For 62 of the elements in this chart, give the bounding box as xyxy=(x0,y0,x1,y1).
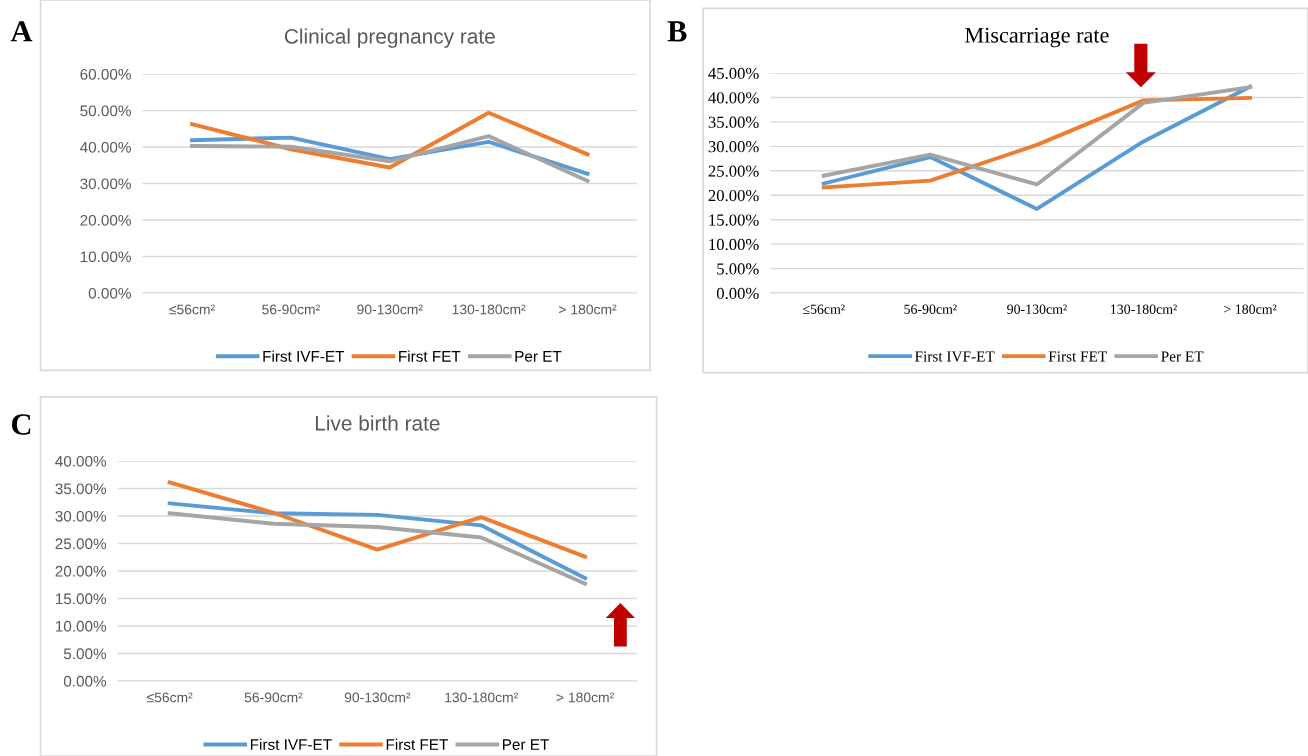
legend-label: First IVF-ET xyxy=(250,738,332,750)
x-tick-label: > 180cm² xyxy=(1224,304,1277,314)
y-tick-label: 5.00% xyxy=(63,648,107,660)
legend-label: Per ET xyxy=(1161,351,1204,362)
x-tick-label: ≤56cm² xyxy=(802,304,845,314)
text: B xyxy=(667,21,687,42)
y-tick-label: 15.00% xyxy=(709,214,759,226)
y-tick-label: 40.00% xyxy=(55,455,107,467)
legend-label: First FET xyxy=(386,738,448,750)
y-tick-label: 30.00% xyxy=(708,141,759,153)
text: A xyxy=(10,21,33,42)
x-tick-label: ≤56cm² xyxy=(169,304,215,315)
y-tick-label: 10.00% xyxy=(80,251,131,263)
y-tick-label: 20.00% xyxy=(708,189,759,202)
line-series xyxy=(821,84,1253,211)
line-series xyxy=(167,511,588,586)
line-series xyxy=(190,134,590,183)
x-tick-label: 130-180cm² xyxy=(452,304,526,315)
y-tick-label: 40.00% xyxy=(708,92,759,104)
y-tick-label: 5.00% xyxy=(717,263,759,275)
legend-label: First FET xyxy=(1048,351,1107,362)
chart-title: Miscarriage rate xyxy=(965,27,1109,48)
y-tick-label: 40.00% xyxy=(80,141,131,153)
x-tick-label: ≤56cm² xyxy=(146,692,193,703)
y-tick-label: 30.00% xyxy=(80,178,131,190)
x-tick-label: 90-130cm² xyxy=(1007,304,1067,314)
y-tick-label: 25.00% xyxy=(708,165,759,177)
text: C xyxy=(11,414,31,435)
y-tick-label: 0.00% xyxy=(716,287,759,300)
y-tick-label: 15.00% xyxy=(55,593,107,605)
line-series xyxy=(167,501,588,581)
y-tick-label: 20.00% xyxy=(55,565,107,577)
y-tick-label: 45.00% xyxy=(708,67,759,80)
y-tick-label: 0.00% xyxy=(63,675,107,687)
line-series xyxy=(190,110,590,170)
x-tick-label: 130-180cm² xyxy=(445,692,519,703)
y-tick-label: 30.00% xyxy=(55,510,107,522)
x-tick-label: > 180cm² xyxy=(556,692,614,703)
x-tick-label: 56-90cm² xyxy=(262,304,320,315)
y-tick-label: 35.00% xyxy=(708,116,759,128)
y-tick-label: 10.00% xyxy=(709,238,759,251)
chart-title: Clinical pregnancy rate xyxy=(284,28,495,48)
line-series xyxy=(167,480,588,559)
x-tick-label: 90-130cm² xyxy=(357,304,423,315)
legend-label: First IVF-ET xyxy=(915,351,995,362)
y-tick-label: 35.00% xyxy=(55,483,107,495)
x-tick-label: > 180cm² xyxy=(559,304,617,315)
y-tick-label: 60.00% xyxy=(80,68,131,80)
legend-label: First FET xyxy=(399,350,461,362)
y-tick-label: 10.00% xyxy=(55,620,107,632)
legend-label: First IVF-ET xyxy=(263,350,345,362)
x-tick-label: 130-180cm² xyxy=(1111,304,1177,314)
y-tick-label: 20.00% xyxy=(80,214,131,226)
y-tick-label: 25.00% xyxy=(55,538,107,550)
y-tick-label: 50.00% xyxy=(80,105,131,117)
y-tick-label: 0.00% xyxy=(88,287,131,299)
x-tick-label: 90-130cm² xyxy=(344,692,411,703)
x-tick-label: 56-90cm² xyxy=(244,692,303,703)
x-tick-label: 56-90cm² xyxy=(904,304,957,314)
legend-label: Per ET xyxy=(515,351,562,362)
chart-title: Live birth rate xyxy=(315,415,440,431)
legend-label: Per ET xyxy=(503,739,549,750)
